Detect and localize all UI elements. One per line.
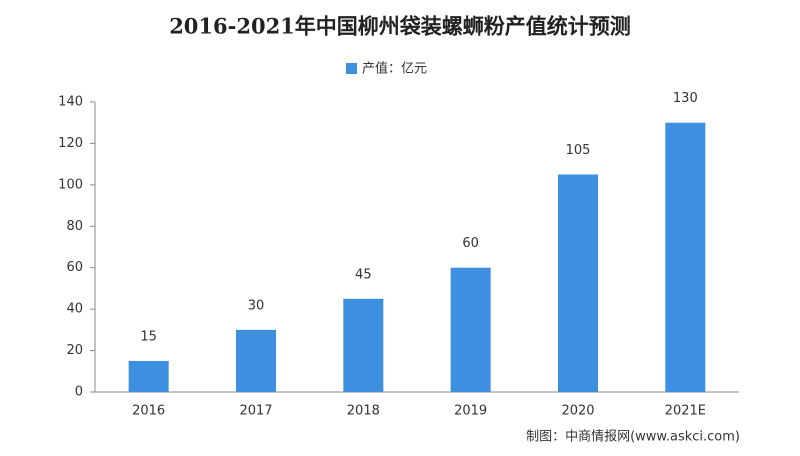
bar (236, 329, 276, 392)
x-tick-label: 2017 (239, 404, 272, 419)
y-tick-label: 0 (75, 385, 83, 400)
x-tick-label: 2020 (561, 404, 594, 419)
data-label: 130 (673, 91, 698, 106)
x-tick-label: 2019 (454, 404, 487, 419)
y-tick-label: 140 (58, 95, 83, 110)
legend-label: 产值：亿元 (362, 61, 427, 77)
bar (450, 267, 491, 392)
legend-swatch (346, 63, 357, 74)
x-tick-label: 2018 (347, 404, 380, 419)
y-tick-label: 60 (66, 260, 83, 275)
y-tick-label: 80 (66, 219, 83, 234)
data-label: 15 (140, 329, 157, 344)
data-label: 105 (566, 143, 591, 158)
x-tick-label: 2016 (132, 404, 165, 419)
data-label: 45 (355, 267, 372, 282)
data-label: 60 (462, 236, 479, 251)
chart-title: 2016-2021年中国柳州袋装螺蛳粉产值统计预测 (169, 14, 631, 39)
bar (343, 298, 384, 392)
source-note: 制图：中商情报网(www.askci.com) (526, 430, 740, 445)
bar (665, 122, 706, 392)
y-tick-label: 20 (66, 343, 83, 358)
y-tick-label: 120 (58, 136, 83, 151)
bar (128, 360, 169, 392)
data-label: 30 (248, 298, 265, 313)
bar (558, 174, 598, 392)
y-tick-label: 100 (58, 177, 83, 192)
y-tick-label: 40 (66, 302, 83, 317)
x-tick-label: 2021E (665, 404, 706, 419)
